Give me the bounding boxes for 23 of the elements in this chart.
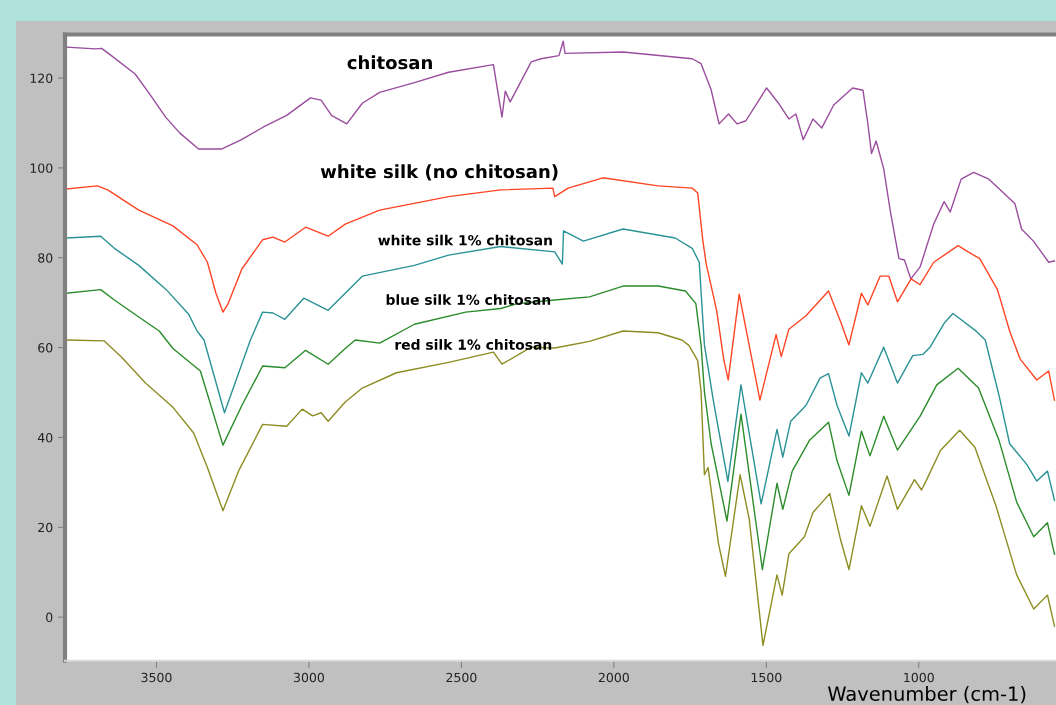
y-tick-label: 60 bbox=[38, 343, 53, 353]
x-tick-label: 1000 bbox=[904, 672, 934, 683]
x-tick-label: 3500 bbox=[141, 672, 172, 683]
x-axis-title: Wavenumber (cm-1) bbox=[828, 685, 1026, 704]
series-label: white silk 1% chitosan bbox=[378, 234, 552, 246]
y-tick-label: 20 bbox=[38, 522, 53, 533]
y-tick-label: 120 bbox=[30, 73, 53, 83]
x-tick-label: 2000 bbox=[598, 672, 629, 683]
x-tick-label: 3000 bbox=[293, 672, 325, 683]
line-series bbox=[65, 330, 1056, 647]
y-tick-label: 40 bbox=[37, 432, 53, 443]
series-label: red silk 1% chitosan bbox=[395, 339, 552, 350]
y-tick-label: 80 bbox=[38, 253, 53, 263]
series-label: white silk (no chitosan) bbox=[320, 164, 558, 181]
x-tick-label: 2500 bbox=[446, 672, 477, 683]
y-tick-label: 100 bbox=[30, 163, 53, 173]
y-tick-label: 0 bbox=[46, 612, 53, 623]
line-series bbox=[65, 40, 1056, 280]
x-tick-label: 1500 bbox=[751, 672, 782, 683]
series-label: chitosan bbox=[347, 55, 432, 70]
line-series bbox=[65, 285, 1056, 571]
series-label: blue silk 1% chitosan bbox=[386, 294, 551, 305]
line-series bbox=[65, 228, 1056, 505]
